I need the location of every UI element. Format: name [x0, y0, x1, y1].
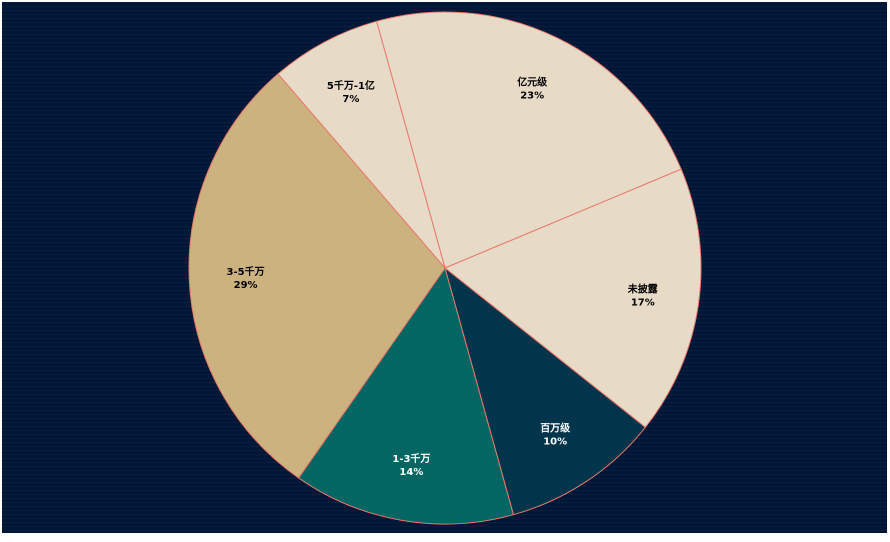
slice-name-label-1: 未披露 [627, 282, 659, 295]
pie-slices [188, 11, 702, 525]
slice-percent-label-3: 14% [399, 467, 423, 478]
slice-name-label-5: 5千万-1亿 [327, 79, 375, 92]
pie-slice-0[interactable] [375, 11, 682, 269]
pie-chart: 亿元级 23% 未披露 17% 百万级 10% 1-3千万 14% 3-5千万 29% 5千万-1亿… [188, 11, 702, 525]
pie-slice-4[interactable] [188, 73, 446, 479]
slice-percent-label-1: 17% [631, 297, 655, 308]
chart-frame: 亿元级 23% 未披露 17% 百万级 10% 1-3千万 14% 3-5千万 29% 5千万-1亿… [2, 2, 887, 533]
slice-name-label-0: 亿元级 [517, 75, 548, 88]
slice-name-label-2: 百万级 [540, 422, 571, 435]
slice-percent-label-5: 7% [342, 94, 359, 105]
slice-percent-label-4: 29% [234, 280, 258, 291]
pie-slice-1[interactable] [444, 168, 702, 429]
pie-labels: 亿元级 23% 未披露 17% 百万级 10% 1-3千万 14% 3-5千万 29% 5千万-1亿… [227, 75, 659, 477]
pie-slice-3[interactable] [297, 266, 515, 525]
pie-slice-2[interactable] [444, 266, 647, 516]
slice-percent-label-2: 10% [543, 437, 567, 448]
slice-name-label-4: 3-5千万 [227, 265, 265, 278]
pie-slice-5[interactable] [277, 20, 446, 269]
slice-percent-label-0: 23% [520, 90, 544, 101]
slice-name-label-3: 1-3千万 [392, 452, 430, 465]
